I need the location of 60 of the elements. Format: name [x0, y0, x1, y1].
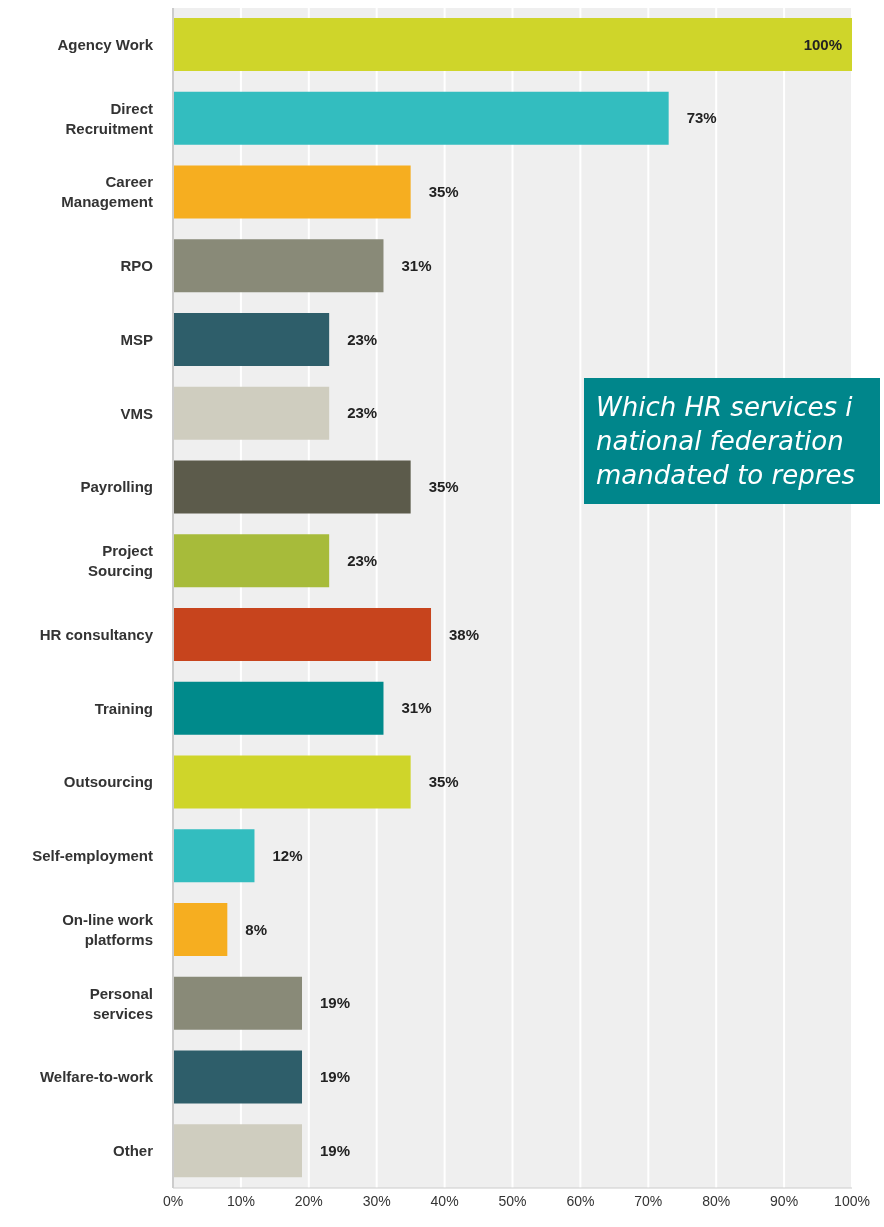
data-label: 35%	[428, 183, 459, 200]
y-tick-label: Project Sourcing	[87, 542, 153, 580]
data-label: 31%	[401, 699, 432, 717]
y-tick-label: Training	[94, 699, 153, 717]
data-label: 19%	[320, 1068, 351, 1085]
bar	[173, 829, 255, 883]
bar	[173, 903, 228, 956]
x-tick-label: 30%	[362, 1192, 391, 1209]
bar	[173, 313, 330, 366]
x-tick-label: 50%	[498, 1192, 527, 1209]
y-tick-label: RPO	[120, 257, 154, 275]
data-label: 8%	[245, 920, 268, 938]
data-label: 23%	[347, 330, 378, 348]
data-label: 31%	[401, 256, 432, 274]
y-tick-label: Personal services	[89, 984, 153, 1022]
x-tick-label: 80%	[702, 1192, 731, 1209]
x-tick-label: 90%	[770, 1192, 799, 1209]
y-tick-label: Payrolling	[80, 478, 153, 496]
annotation: Which HR services i national federation mandated to repres	[584, 378, 880, 504]
data-label: 35%	[428, 773, 459, 790]
bar	[173, 755, 411, 809]
data-label: 35%	[428, 478, 459, 495]
y-tick-label: Outsourcing	[63, 773, 153, 791]
data-label: 23%	[347, 551, 378, 569]
data-label: 23%	[347, 404, 378, 422]
y-tick-label: On-line work platforms	[62, 910, 154, 948]
x-tick-label: 20%	[294, 1192, 323, 1209]
x-tick-label: 40%	[430, 1192, 459, 1209]
bar	[173, 681, 384, 735]
y-tick-label: Self-employment	[32, 847, 153, 865]
y-tick-label: Welfare-to-work	[39, 1068, 154, 1086]
bar	[173, 386, 330, 440]
y-tick-label: Other	[112, 1142, 154, 1160]
y-tick-label: Direct Recruitment	[65, 99, 153, 137]
data-label: 100%	[803, 35, 842, 53]
data-label: 38%	[449, 625, 480, 643]
data-label: 19%	[320, 1141, 351, 1159]
bar	[173, 1050, 303, 1104]
data-label: 12%	[272, 846, 303, 864]
bar	[173, 165, 411, 219]
bar	[173, 239, 384, 293]
x-tick-label: 0%	[162, 1192, 184, 1209]
data-label: 19%	[320, 994, 351, 1012]
y-tick-label: VMS	[120, 404, 153, 422]
y-tick-label: Agency Work	[57, 35, 154, 53]
data-label: 73%	[686, 109, 717, 127]
bar	[173, 18, 852, 71]
bar	[173, 534, 330, 588]
x-tick-label: 100%	[834, 1192, 870, 1209]
x-tick-label: 60%	[566, 1192, 595, 1209]
y-tick-label: MSP	[120, 330, 153, 348]
bar	[173, 976, 303, 1030]
x-tick-label: 10%	[226, 1192, 255, 1209]
y-tick-label: HR consultancy	[39, 625, 154, 643]
x-tick-label: 70%	[634, 1192, 663, 1209]
bar	[173, 1124, 303, 1178]
bar	[173, 91, 669, 145]
bar	[173, 608, 432, 661]
y-tick-label: Career Management	[61, 173, 154, 211]
bar	[173, 460, 411, 514]
